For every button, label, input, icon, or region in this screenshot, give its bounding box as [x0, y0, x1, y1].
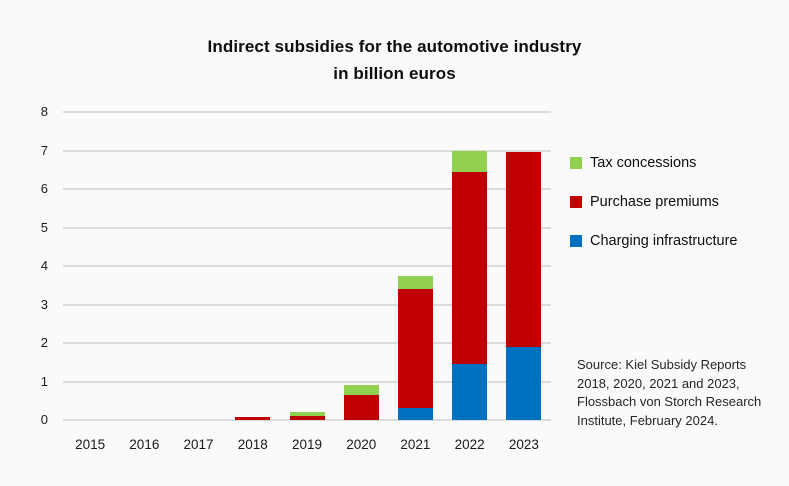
gridline-8 [63, 111, 551, 113]
source-note-line-4: Institute, February 2024. [577, 412, 718, 428]
y-tick-label-1: 1 [40, 373, 48, 389]
chart-title: Indirect subsidies for the automotive in… [0, 33, 789, 87]
chart-title-line2: in billion euros [333, 64, 456, 83]
y-tick-label-0: 0 [40, 412, 48, 427]
bar-segment-2021-tax-concessions [397, 275, 433, 290]
y-tick-label-3: 3 [40, 296, 48, 312]
bar-segment-2020-purchase-premiums [343, 394, 379, 420]
bar-segment-2023-charging-infrastructure [506, 346, 542, 420]
x-tick-label-2021: 2021 [400, 437, 431, 452]
bar-segment-2023-purchase-premiums [506, 152, 542, 347]
x-tick-label-2017: 2017 [183, 437, 214, 452]
source-note-line-3: Flossbach von Storch Research [577, 394, 762, 409]
chart-title-line1: Indirect subsidies for the automotive in… [207, 37, 582, 56]
source-note: Source: Kiel Subsidy Reports 2018, 2020, … [577, 356, 777, 430]
x-tick-label-2022: 2022 [454, 437, 485, 452]
gridline-2 [63, 342, 551, 344]
legend-label: Charging infrastructure [590, 232, 738, 249]
legend-label: Tax concessions [590, 155, 697, 171]
x-tick-label-2019: 2019 [291, 437, 323, 452]
bar-segment-2019-purchase-premiums [289, 416, 325, 420]
legend-swatch-purchase-premiums [570, 195, 582, 208]
source-note-line-2: 2018, 2020, 2021 and 2023, [577, 375, 740, 391]
legend-item-charging-infrastructure: Charging infrastructure [570, 233, 738, 249]
bar-segment-2019-tax-concessions [289, 412, 325, 417]
legend-swatch-charging-infrastructure [570, 234, 582, 247]
gridline-7 [63, 149, 551, 152]
y-tick-label-5: 5 [40, 219, 48, 235]
x-tick-label-2020: 2020 [346, 437, 377, 452]
source-note-line-1: Source: Kiel Subsidy Reports [577, 357, 747, 372]
bar-segment-2018-purchase-premiums [235, 417, 271, 420]
gridline-1 [63, 380, 551, 383]
legend-label: Purchase premiums [590, 193, 719, 210]
gridline-4 [63, 265, 551, 267]
legend-item-purchase-premiums: Purchase premiums [570, 194, 719, 210]
y-tick-label-8: 8 [40, 104, 48, 119]
y-tick-label-4: 4 [40, 258, 48, 273]
bar-segment-2021-charging-infrastructure [397, 408, 433, 420]
gridline-6 [63, 188, 551, 190]
bar-segment-2020-tax-concessions [343, 385, 379, 395]
y-tick-label-6: 6 [40, 181, 48, 196]
bar-segment-2022-tax-concessions [452, 150, 488, 172]
gridline-3 [63, 303, 551, 306]
bar-segment-2022-purchase-premiums [452, 171, 488, 365]
gridline-0 [63, 419, 551, 421]
gridline-5 [63, 226, 551, 229]
x-tick-label-2018: 2018 [237, 437, 268, 452]
x-tick-label-2015: 2015 [75, 437, 106, 452]
plot-area [63, 111, 551, 421]
legend-item-tax-concessions: Tax concessions [570, 155, 696, 171]
bar-segment-2021-purchase-premiums [397, 289, 433, 409]
legend-swatch-tax-concessions [570, 157, 582, 169]
y-tick-label-7: 7 [40, 142, 48, 158]
bar-segment-2022-charging-infrastructure [452, 364, 488, 420]
x-tick-label-2016: 2016 [129, 437, 160, 452]
x-tick-label-2023: 2023 [508, 437, 539, 452]
y-tick-label-2: 2 [40, 335, 48, 350]
